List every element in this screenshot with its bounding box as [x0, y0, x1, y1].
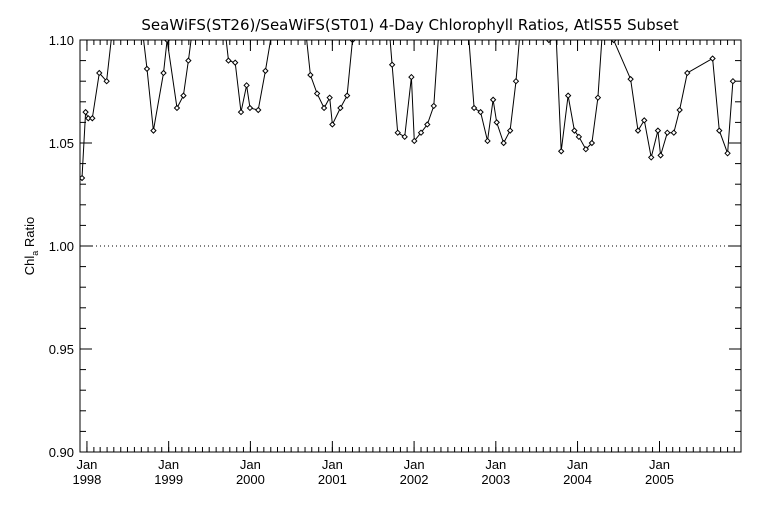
data-point [394, 129, 401, 136]
y-axis-label-main: Chl [22, 256, 37, 276]
data-point [82, 108, 89, 116]
data-point [430, 102, 437, 110]
data-point [610, 40, 617, 44]
data-point [493, 119, 500, 126]
data-point [575, 133, 583, 141]
data-point [262, 67, 269, 75]
data-point [484, 137, 491, 145]
x-tick-label-month: Jan [404, 457, 425, 472]
data-point [424, 121, 431, 128]
y-tick-label: 1.05 [49, 136, 74, 151]
data-point [670, 129, 678, 136]
data-point [408, 73, 415, 81]
x-tick-label-year: 2002 [400, 472, 429, 487]
chart-title: SeaWiFS(ST26)/SeaWiFS(ST01) 4-Day Chloro… [141, 16, 678, 34]
data-point [160, 69, 167, 77]
data-point [648, 154, 655, 161]
x-tick-label-year: 2001 [318, 472, 347, 487]
x-tick-label-year: 2000 [236, 472, 265, 487]
data-point [143, 65, 151, 73]
data-point [489, 96, 497, 103]
data-point [657, 152, 664, 159]
x-tick-label-month: Jan [158, 457, 179, 472]
data-point [588, 139, 596, 147]
data-point [627, 75, 634, 83]
data-point [180, 92, 187, 99]
data-point [571, 127, 578, 134]
data-point [724, 150, 731, 157]
data-point [564, 92, 572, 99]
data-point [716, 127, 723, 134]
data-point [329, 121, 336, 128]
data-point [684, 69, 691, 77]
data-point [654, 127, 662, 134]
data-point [512, 77, 520, 85]
data-point [641, 117, 648, 124]
data-point [729, 77, 737, 85]
x-tick-label-month: Jan [240, 457, 261, 472]
data-point [313, 90, 321, 97]
x-tick-label-month: Jan [322, 457, 343, 472]
data-point [582, 145, 590, 153]
x-tick-label-month: Jan [649, 457, 670, 472]
data-point [557, 148, 565, 155]
data-point [417, 129, 425, 136]
data-point [225, 57, 232, 64]
data-point [103, 77, 110, 85]
y-tick-label: 0.90 [49, 445, 74, 460]
data-point [401, 133, 408, 141]
data-point [411, 137, 418, 145]
x-tick-label-year: 2005 [645, 472, 674, 487]
plot-frame [79, 39, 742, 453]
y-axis-label: Chla Ratio [22, 217, 40, 276]
data-point [185, 57, 192, 64]
data-point [506, 127, 514, 134]
y-axis-label-subscript: a [30, 251, 40, 256]
y-tick-label: 1.00 [49, 239, 74, 254]
x-tick-label-year: 1998 [72, 472, 101, 487]
y-tick-label: 0.95 [49, 342, 74, 357]
data-point [255, 106, 262, 114]
data-point [709, 55, 716, 62]
data-point [89, 115, 96, 122]
x-tick-label-year: 2004 [563, 472, 592, 487]
y-axis-label-rest: Ratio [22, 217, 37, 251]
y-tick-label: 1.10 [49, 33, 74, 48]
data-point [594, 94, 602, 101]
data-point [470, 104, 478, 112]
x-tick-label-year: 1999 [154, 472, 183, 487]
data-point [500, 139, 507, 147]
data-point [231, 59, 239, 66]
x-tick-label-month: Jan [76, 457, 97, 472]
data-point [150, 127, 157, 134]
x-tick-label-month: Jan [567, 457, 588, 472]
data-point [337, 104, 344, 112]
data-point [320, 104, 328, 112]
x-tick-label-year: 2003 [481, 472, 510, 487]
svg-text:Chla Ratio: Chla Ratio [22, 217, 40, 276]
data-point [237, 108, 245, 116]
data-point [173, 104, 181, 112]
data-point [246, 104, 254, 112]
data-point [477, 108, 484, 116]
data-point [388, 61, 396, 68]
x-tick-label-month: Jan [485, 457, 506, 472]
data-point [664, 129, 671, 136]
data-point [343, 92, 351, 99]
data-point [307, 71, 314, 79]
data-point [634, 127, 642, 134]
data-point [676, 106, 683, 114]
data-point [96, 69, 103, 77]
data-point [243, 82, 250, 89]
data-point [326, 94, 333, 101]
